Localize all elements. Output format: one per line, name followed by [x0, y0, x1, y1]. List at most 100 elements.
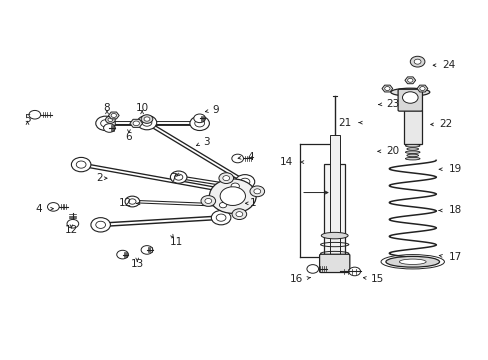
Circle shape [96, 116, 115, 131]
Circle shape [128, 199, 136, 204]
Circle shape [236, 212, 242, 217]
Circle shape [384, 87, 389, 90]
Circle shape [231, 183, 239, 189]
Circle shape [108, 118, 113, 122]
Circle shape [170, 171, 186, 183]
Circle shape [407, 78, 412, 82]
FancyBboxPatch shape [403, 110, 421, 144]
Circle shape [125, 196, 140, 207]
Circle shape [223, 176, 229, 181]
Circle shape [235, 175, 254, 189]
Circle shape [402, 92, 417, 103]
Text: 8: 8 [103, 103, 110, 113]
Text: 12: 12 [64, 225, 78, 235]
Circle shape [211, 211, 230, 225]
Circle shape [413, 59, 420, 64]
Text: 16: 16 [289, 274, 303, 284]
Ellipse shape [405, 144, 419, 147]
Text: 20: 20 [385, 146, 398, 156]
Circle shape [249, 186, 264, 197]
Circle shape [219, 202, 226, 208]
Text: 4: 4 [246, 152, 253, 162]
Circle shape [409, 56, 424, 67]
Circle shape [76, 161, 86, 168]
Text: 17: 17 [448, 252, 462, 262]
Circle shape [209, 179, 256, 213]
Text: 6: 6 [125, 132, 132, 142]
Circle shape [101, 120, 110, 127]
Text: 13: 13 [130, 259, 143, 269]
Circle shape [220, 187, 245, 206]
Text: 7: 7 [170, 173, 177, 183]
Circle shape [204, 198, 211, 203]
Circle shape [141, 246, 153, 254]
Text: 22: 22 [439, 120, 452, 129]
Text: 18: 18 [448, 206, 462, 216]
Circle shape [117, 250, 128, 259]
Circle shape [221, 187, 231, 194]
Text: 19: 19 [448, 164, 462, 174]
Ellipse shape [406, 148, 418, 150]
Circle shape [71, 157, 91, 172]
Ellipse shape [321, 232, 347, 239]
Text: 21: 21 [338, 118, 351, 128]
Ellipse shape [385, 256, 439, 267]
Circle shape [189, 116, 209, 131]
Polygon shape [130, 119, 142, 127]
Circle shape [67, 220, 79, 228]
Circle shape [419, 87, 424, 90]
Text: 11: 11 [169, 237, 183, 247]
Circle shape [111, 113, 116, 117]
Circle shape [96, 221, 105, 228]
Circle shape [216, 214, 225, 221]
Circle shape [201, 195, 215, 206]
Ellipse shape [390, 88, 429, 96]
Text: 14: 14 [280, 157, 293, 167]
Circle shape [103, 124, 115, 132]
Circle shape [29, 111, 41, 119]
Circle shape [142, 119, 152, 126]
Polygon shape [108, 112, 119, 119]
Ellipse shape [406, 154, 418, 157]
Circle shape [253, 189, 260, 194]
FancyBboxPatch shape [397, 89, 422, 111]
Circle shape [137, 116, 157, 130]
Polygon shape [381, 85, 392, 92]
Ellipse shape [405, 151, 419, 153]
Circle shape [193, 114, 205, 123]
Circle shape [144, 117, 150, 121]
Circle shape [231, 154, 243, 163]
Circle shape [216, 184, 236, 198]
Text: 10: 10 [135, 103, 148, 113]
Text: 4: 4 [36, 204, 42, 214]
Circle shape [194, 120, 204, 127]
Ellipse shape [399, 259, 425, 265]
Polygon shape [416, 85, 427, 92]
Text: 12: 12 [119, 198, 132, 208]
Text: 9: 9 [212, 105, 219, 115]
Polygon shape [329, 135, 339, 253]
Ellipse shape [405, 157, 419, 160]
Text: 3: 3 [203, 138, 209, 147]
Circle shape [47, 203, 59, 211]
Circle shape [306, 265, 318, 273]
FancyBboxPatch shape [319, 254, 349, 273]
Circle shape [348, 267, 360, 276]
Circle shape [240, 178, 249, 185]
Circle shape [174, 174, 183, 180]
Circle shape [91, 218, 110, 232]
Circle shape [141, 115, 153, 123]
Circle shape [215, 200, 230, 211]
Circle shape [232, 209, 246, 220]
Text: 2: 2 [96, 173, 102, 183]
Text: 5: 5 [24, 114, 31, 124]
Circle shape [226, 180, 243, 192]
Circle shape [133, 121, 139, 126]
Circle shape [105, 116, 115, 123]
Text: 24: 24 [441, 60, 454, 70]
Text: 15: 15 [370, 274, 384, 284]
Polygon shape [404, 77, 415, 84]
Text: 23: 23 [385, 99, 398, 109]
Circle shape [219, 173, 233, 184]
Text: 1: 1 [249, 198, 256, 208]
